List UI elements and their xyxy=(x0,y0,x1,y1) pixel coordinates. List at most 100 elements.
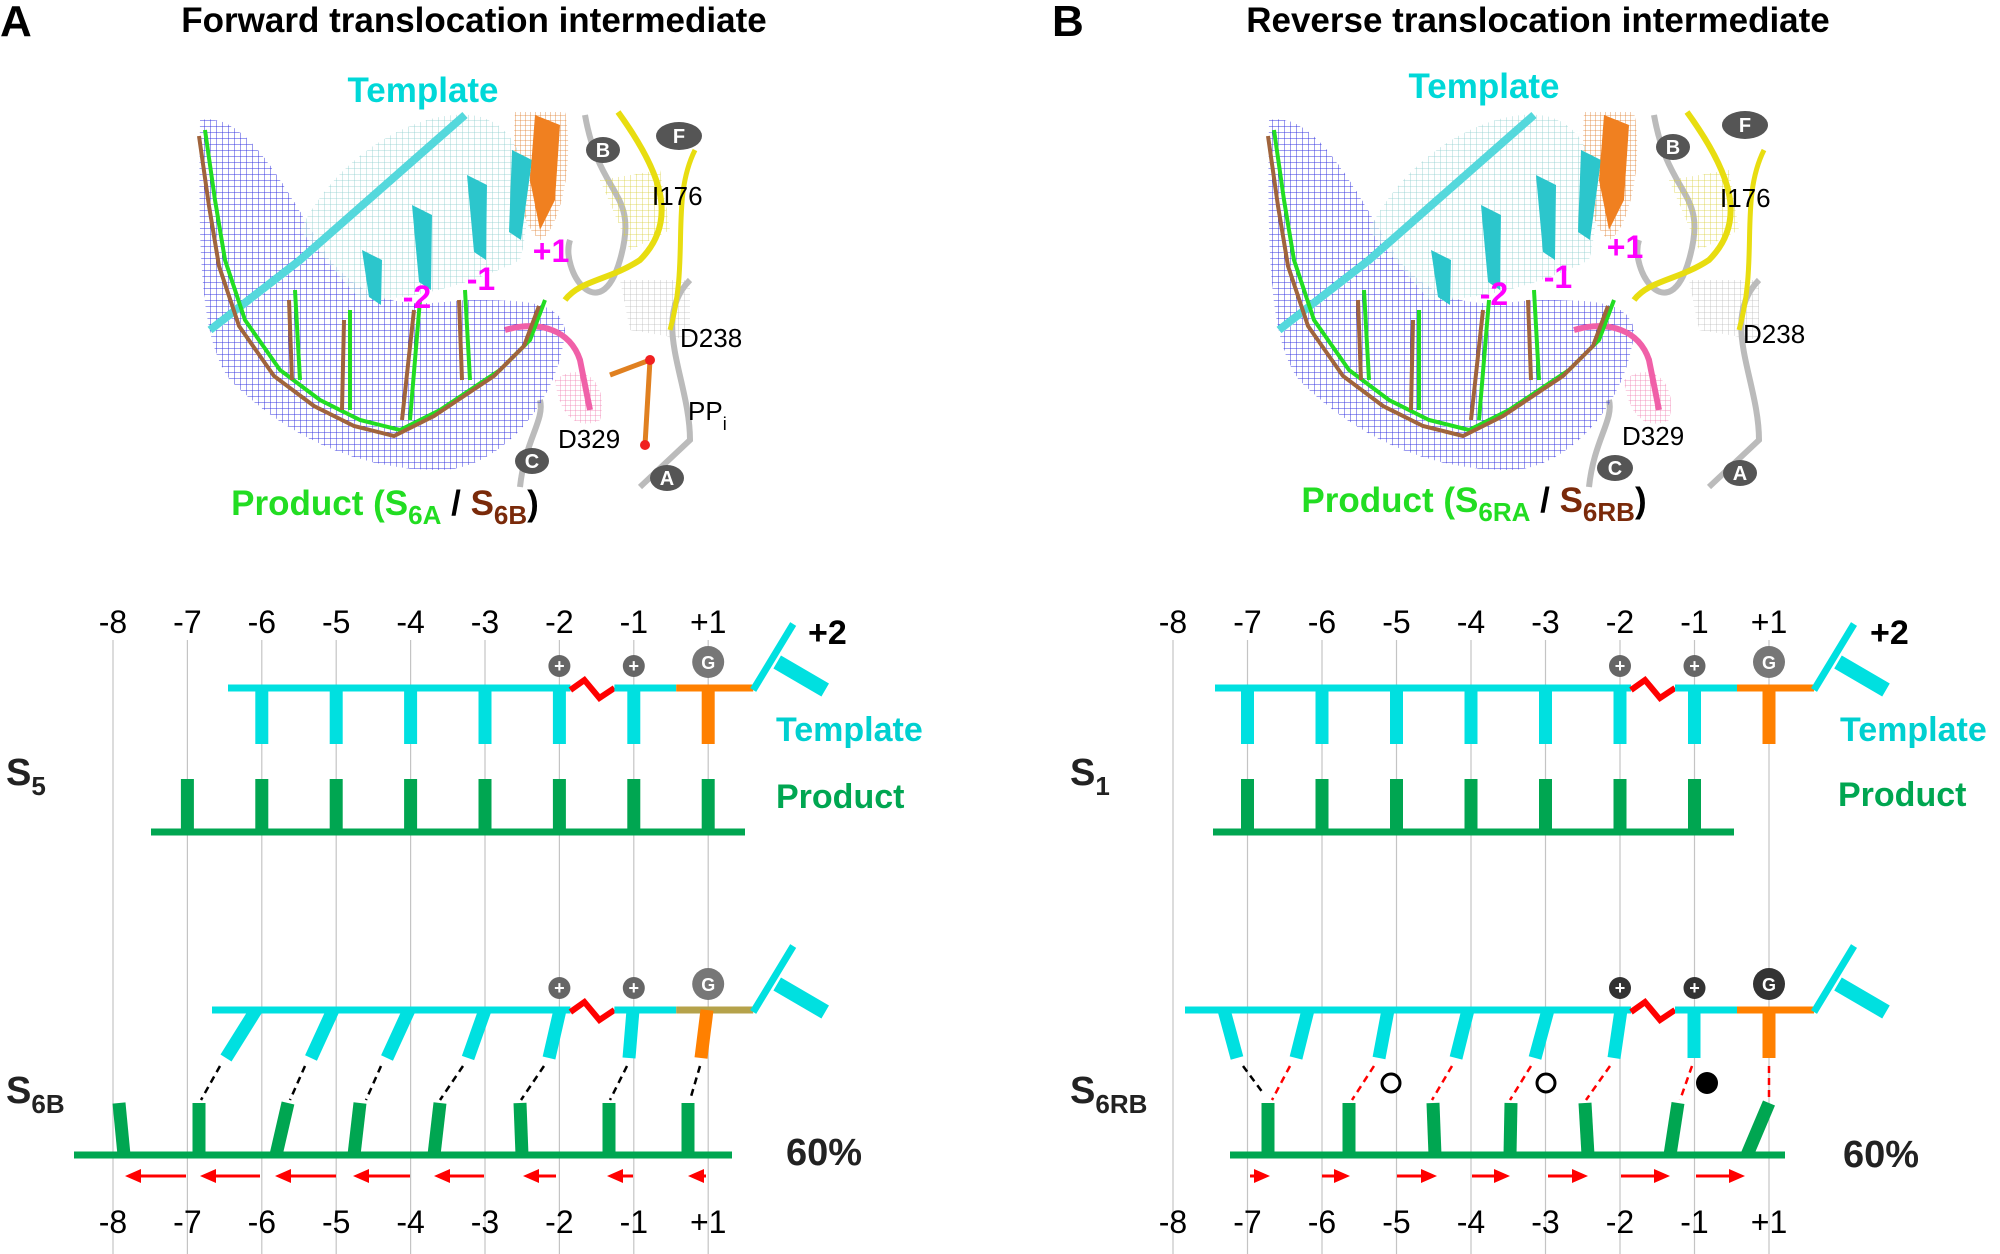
translocation-arrow xyxy=(275,1169,336,1183)
motif-a-badge: A xyxy=(650,465,684,491)
arrow-head xyxy=(1494,1169,1510,1183)
arrow-head xyxy=(353,1169,369,1183)
positive-charge-marker: + xyxy=(622,977,645,999)
positive-charge-marker-label: + xyxy=(554,656,565,676)
template-kink xyxy=(568,675,617,702)
template-base-tilted xyxy=(1289,1008,1315,1060)
position-label-top: -8 xyxy=(99,604,127,640)
positive-charge-marker-shape xyxy=(1683,977,1706,999)
translocation-arrow xyxy=(125,1169,186,1183)
caption-b: S xyxy=(1560,481,1583,520)
product-base-sticks xyxy=(463,289,472,381)
motif-label: A xyxy=(1733,463,1747,485)
translocation-arrow xyxy=(353,1169,410,1183)
position-label-top: -5 xyxy=(322,604,350,640)
caption-sep: / xyxy=(1530,481,1559,520)
caption-a-sub: 6RA xyxy=(1478,497,1530,527)
positive-charge-marker-label: + xyxy=(629,656,640,676)
position-label-top: -5 xyxy=(1382,604,1410,640)
downstream-position-label: +2 xyxy=(808,614,847,652)
state-label-bottom: S6RB xyxy=(1070,1070,1147,1119)
ligand-main: PP xyxy=(688,396,723,426)
translocation-arrow xyxy=(523,1169,556,1183)
base-pair-dash xyxy=(1430,1065,1454,1101)
product-base-tilted xyxy=(1503,1102,1518,1156)
residue-label: I176 xyxy=(1720,183,1771,213)
arrow-head xyxy=(1572,1169,1588,1183)
product-base-sticks xyxy=(1477,299,1491,421)
arrow-head xyxy=(1421,1169,1437,1183)
motif-label: B xyxy=(596,140,610,162)
downstream-template-base xyxy=(773,977,829,1019)
g-nucleotide-marker-label: G xyxy=(1762,975,1776,995)
unpaired-marker-open xyxy=(1535,1072,1557,1094)
panel-a: A Forward translocation intermediate Tem… xyxy=(0,0,923,1254)
template-kink xyxy=(1629,675,1677,702)
electron-density-mesh xyxy=(199,119,565,470)
positive-charge-marker-shape xyxy=(548,655,571,677)
g-nucleotide-marker-shape xyxy=(1753,968,1785,1000)
position-label-top: -8 xyxy=(1159,604,1187,640)
nascent-base-cartoon xyxy=(530,115,560,230)
caption-b-sub: 6B xyxy=(494,500,527,530)
base-pair-dash xyxy=(1584,1065,1612,1101)
product-base-sticks xyxy=(340,319,346,411)
downstream-template-backbone xyxy=(750,944,797,1014)
caption-prefix: Product ( xyxy=(1301,481,1455,520)
arrow-head xyxy=(1729,1169,1745,1183)
product-caption: Product (S6RA / S6RB) xyxy=(1301,481,1646,527)
arrow-head xyxy=(125,1169,141,1183)
arrow-head xyxy=(1654,1169,1670,1183)
motif-f-badge: F xyxy=(1722,111,1768,139)
positive-charge-marker-label: + xyxy=(1615,656,1626,676)
motif-f-badge: F xyxy=(656,122,702,150)
product-base-tilted xyxy=(269,1101,295,1157)
template-label: Template xyxy=(347,71,498,110)
base-pair-dash xyxy=(519,1065,546,1101)
template-base-cartoon xyxy=(1431,250,1451,305)
g-nucleotide-marker-label: G xyxy=(701,653,715,673)
downstream-position-label: +2 xyxy=(1870,614,1909,652)
positive-charge-marker-label: + xyxy=(1689,656,1700,676)
motif-label: F xyxy=(1739,115,1751,137)
motif-label: A xyxy=(660,468,674,490)
structure-image xyxy=(197,110,698,490)
positive-charge-marker-shape xyxy=(548,977,571,999)
i176-density xyxy=(1669,170,1739,250)
product-base-sticks xyxy=(1362,289,1371,381)
positive-charge-marker: + xyxy=(1683,655,1706,677)
position-label-bottom: +1 xyxy=(690,1204,726,1240)
caption-suffix: ) xyxy=(527,484,539,523)
template-base-tilted xyxy=(1528,1008,1555,1060)
state-sub: 6RB xyxy=(1095,1089,1147,1119)
state-main: S xyxy=(6,1070,31,1112)
template-base-cartoon xyxy=(412,205,432,290)
g-nucleotide-marker: G xyxy=(1753,646,1785,678)
arrow-head xyxy=(275,1169,291,1183)
state-main: S xyxy=(1070,1070,1095,1112)
template-base-tilted xyxy=(622,1009,640,1059)
protein-loop xyxy=(517,399,544,488)
g-nucleotide-marker-label: G xyxy=(1762,653,1776,673)
positive-charge-marker-label: + xyxy=(629,978,640,998)
position-label-bottom: -6 xyxy=(1308,1204,1336,1240)
base-pair-dash xyxy=(608,1065,629,1101)
product-base-sticks xyxy=(457,299,464,381)
translocation-arrow xyxy=(1250,1169,1270,1183)
panel-letter: B xyxy=(1052,0,1084,46)
motif-label: B xyxy=(1666,137,1680,159)
position-label-top: -3 xyxy=(471,604,499,640)
template-base-tilted xyxy=(1372,1008,1395,1060)
state-main: S xyxy=(6,752,31,794)
template-base-tilted xyxy=(1449,1008,1475,1060)
product-strand-b-sticks xyxy=(197,135,541,439)
product-base-tilted xyxy=(1741,1100,1775,1158)
translocation-arrow xyxy=(1397,1169,1437,1183)
caption-prefix: Product ( xyxy=(231,484,385,523)
electron-density-mesh xyxy=(1268,119,1634,470)
g-nucleotide-marker-shape xyxy=(692,968,725,1000)
position-labels: -8 -7 -6 -5 -4 -3 -2 -1 +1 -8 -7 -6 -5 -4 -3 -2 -1 +1 xyxy=(1159,604,1787,1240)
base-pair-dash xyxy=(199,1065,222,1101)
motif-label: F xyxy=(673,126,685,148)
